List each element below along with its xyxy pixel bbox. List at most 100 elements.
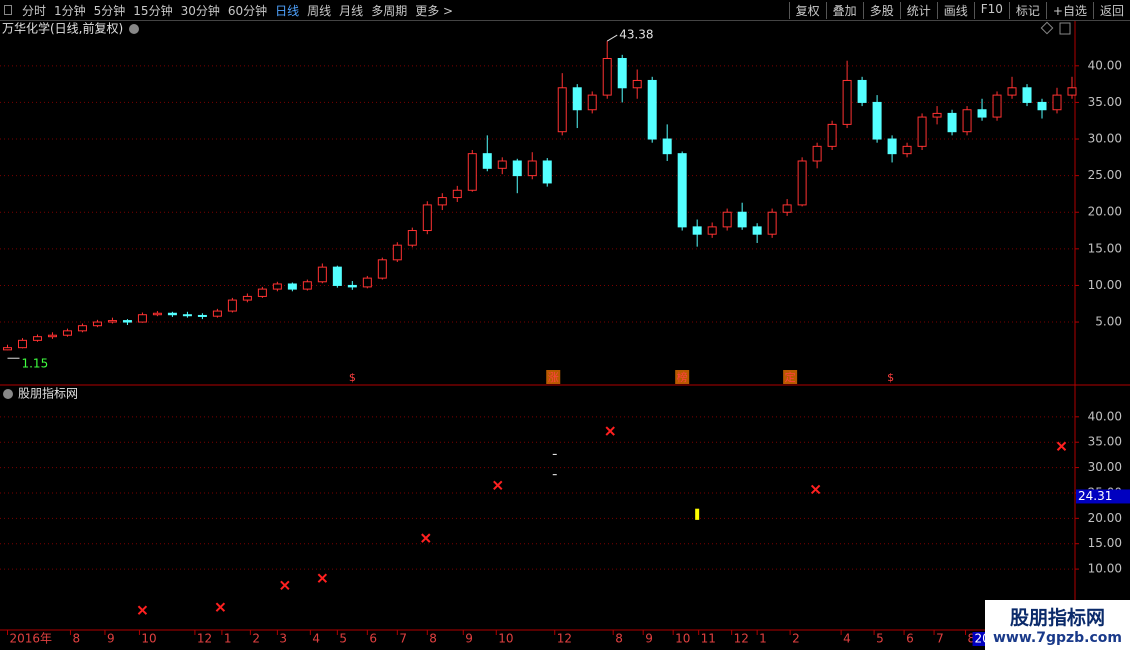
period-tab[interactable]: 15分钟 — [133, 3, 173, 18]
candle-body — [857, 79, 867, 103]
candle-body — [947, 112, 957, 133]
last-value-label: 24.31 — [1078, 489, 1112, 503]
tool-button[interactable]: F10 — [973, 1, 1009, 19]
y-tick-label: 30.00 — [1088, 132, 1122, 146]
x-tick-label: 4 — [843, 632, 851, 646]
candle-body — [182, 314, 192, 317]
y-tick-label: 25.00 — [1088, 168, 1122, 182]
candle-body — [1067, 87, 1077, 96]
candle-body — [272, 283, 282, 290]
candle-body — [257, 288, 267, 297]
event-badge — [783, 370, 798, 384]
last-value-box — [1076, 489, 1130, 504]
cross-marker — [137, 605, 148, 615]
candle-body — [62, 330, 72, 336]
tool-buttons: 复权 叠加 多股 统计 画线 F10 标记 +自选 返回 — [788, 1, 1130, 19]
candle-body — [812, 145, 822, 162]
period-tab[interactable]: 1分钟 — [54, 3, 86, 18]
candle-body — [737, 211, 747, 228]
candle-body — [587, 94, 597, 111]
tool-button[interactable]: 返回 — [1092, 1, 1130, 19]
candle-body — [122, 320, 132, 323]
cross-marker — [810, 484, 821, 495]
candle-body — [152, 312, 162, 316]
min-label: 1.15 — [21, 357, 48, 371]
tool-button[interactable]: 标记 — [1008, 1, 1046, 19]
candle-body — [392, 244, 402, 261]
event-label: 定 — [785, 370, 796, 384]
candle-body — [437, 197, 447, 206]
tool-button[interactable]: 叠加 — [825, 1, 863, 19]
x-tick-label: 2016年 — [9, 632, 52, 646]
cross-marker — [317, 573, 328, 583]
toolbar: 分时 1分钟 5分钟 15分钟 30分钟 60分钟 日线 周线 月线 多周期 更多 > 复权 叠加 多股… — [0, 0, 1130, 21]
period-tab[interactable]: 30分钟 — [180, 3, 220, 18]
candle-body — [317, 266, 327, 283]
diamond-icon[interactable] — [1040, 21, 1054, 35]
candle-body — [242, 295, 252, 301]
candle-body — [722, 211, 732, 228]
x-tick-label: 6 — [369, 632, 377, 646]
candle-body — [557, 87, 567, 133]
period-tab[interactable]: 5分钟 — [93, 3, 126, 18]
x-tick-label: 8 — [72, 632, 80, 646]
x-tick-label: 5 — [339, 632, 347, 646]
candle-body — [212, 310, 222, 317]
candle-body — [872, 101, 882, 140]
x-tick-label: 1 — [224, 632, 232, 646]
x-tick-label: 12 — [734, 632, 749, 646]
chart: 万华化学(日线,前复权) 股朋指标网 5.0010.0015.0020.0025… — [0, 21, 1130, 650]
candle-body — [767, 211, 777, 235]
signal-bar — [695, 508, 700, 520]
period-tab[interactable]: 周线 — [307, 3, 332, 18]
candle-body — [482, 153, 492, 169]
candle-body — [347, 284, 357, 288]
candle-body — [422, 204, 432, 232]
candle-body — [227, 299, 237, 312]
cross-marker — [280, 580, 290, 591]
candle-body — [407, 230, 417, 246]
candle-body — [782, 204, 792, 213]
x-tick-label: 2 — [792, 632, 800, 646]
candle-body — [287, 283, 297, 290]
x-tick-label: 12 — [557, 632, 572, 646]
candle-body — [827, 123, 837, 147]
tool-button[interactable]: 画线 — [936, 1, 974, 19]
x-tick-label: 1 — [759, 632, 767, 646]
candle-body — [452, 189, 462, 199]
x-tick-label: 9 — [645, 632, 653, 646]
y-tick-label: 10.00 — [1088, 278, 1122, 292]
watermark: 股朋指标网 www.7gpzb.com — [985, 600, 1130, 650]
period-tab[interactable]: 更多 > — [415, 3, 454, 18]
period-tab[interactable]: 月线 — [339, 3, 364, 18]
x-tick-label: 7 — [399, 632, 407, 646]
period-tabs: 分时 1分钟 5分钟 15分钟 30分钟 60分钟 日线 周线 月线 多周期 更多 > — [18, 2, 457, 19]
candle-body — [647, 79, 657, 140]
title-menu-icon[interactable] — [129, 24, 139, 34]
candle-body — [977, 109, 987, 118]
candle-body — [692, 226, 702, 235]
tool-button[interactable]: +自选 — [1045, 1, 1093, 19]
panel-icon[interactable] — [1059, 22, 1071, 35]
tool-button[interactable]: 复权 — [788, 1, 826, 19]
tool-button[interactable]: 多股 — [862, 1, 900, 19]
tool-button[interactable]: 统计 — [899, 1, 937, 19]
candle-body — [542, 160, 552, 184]
period-tab[interactable]: 多周期 — [371, 3, 408, 18]
candle-body — [902, 145, 912, 155]
x-tick-label: 9 — [107, 632, 115, 646]
period-tab[interactable]: 分时 — [22, 3, 47, 18]
period-tab[interactable]: 60分钟 — [227, 3, 268, 18]
indicator-menu-icon[interactable] — [3, 389, 13, 399]
indicator-title: 股朋指标网 — [18, 386, 78, 401]
candle-body — [302, 281, 312, 290]
period-tab[interactable]: 日线 — [275, 3, 300, 18]
window-icon[interactable] — [4, 5, 12, 15]
y-tick-label: 30.00 — [1088, 460, 1122, 474]
candle-body — [107, 320, 117, 323]
event-label: 榜 — [677, 370, 688, 384]
candle-body — [32, 336, 42, 341]
cross-marker — [493, 480, 503, 491]
x-tick-label: 4 — [312, 632, 320, 646]
cross-marker — [421, 533, 431, 543]
